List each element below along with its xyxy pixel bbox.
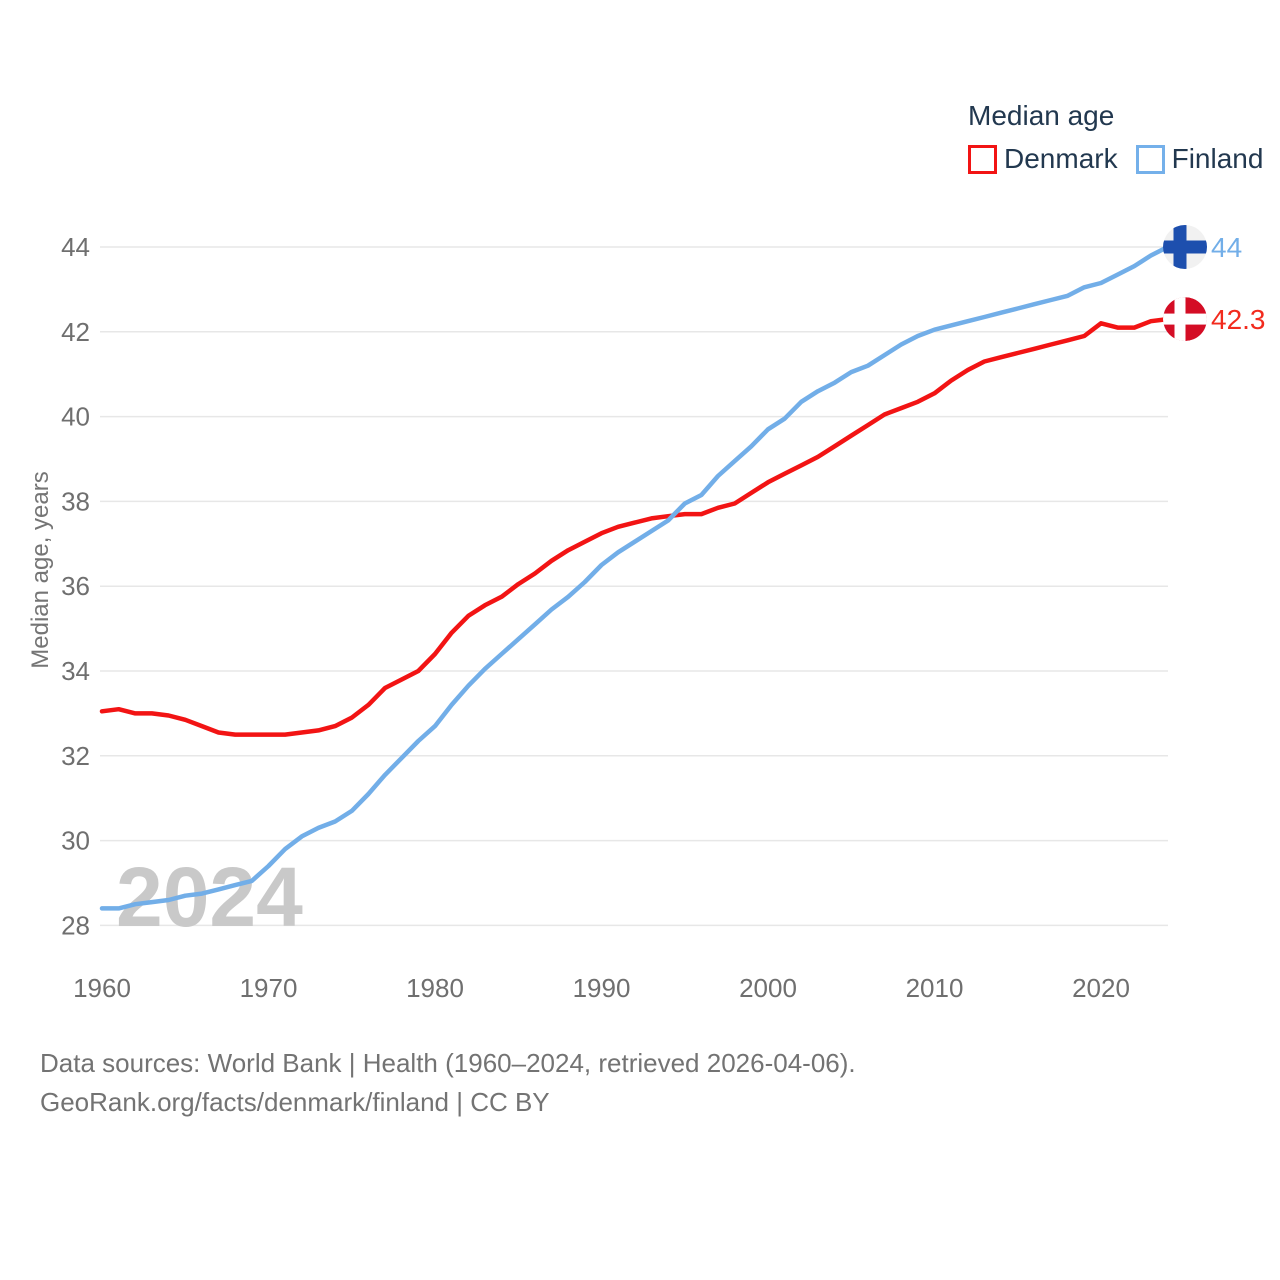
footer-sources-line: Data sources: World Bank | Health (1960–… [40,1048,856,1078]
y-tick-label-42: 42 [61,317,90,347]
legend-items: Denmark Finland [968,143,1263,175]
grid-layer: 28 30 32 34 36 38 40 42 44 1960 1970 1980 1990 2000 20… [61,232,1168,1003]
legend-item-denmark[interactable]: Denmark [968,143,1118,175]
series-layer: 42.3 44 [99,225,1266,911]
x-tick-label-2020: 2020 [1072,973,1130,1003]
y-tick-label-28: 28 [61,910,90,940]
x-tick-label-2000: 2000 [739,973,797,1003]
watermark-year: 2024 [116,850,303,944]
finland-flag-cross-v [1173,225,1187,269]
x-tick-label-2010: 2010 [906,973,964,1003]
x-tick-label-1990: 1990 [573,973,631,1003]
denmark-flag-icon [1163,297,1207,342]
x-tick-label-1960: 1960 [73,973,131,1003]
legend-label-finland: Finland [1171,143,1264,174]
y-tick-label-32: 32 [61,741,90,771]
denmark-line[interactable] [99,316,1170,737]
footer-attribution-line: GeoRank.org/facts/denmark/finland | CC B… [40,1087,550,1117]
legend: Median age Denmark Finland [968,100,1263,175]
finland-flag-icon [1163,225,1207,269]
denmark-end-value-label: 42.3 [1211,304,1266,335]
x-tick-label-1970: 1970 [240,973,298,1003]
x-tick-label-1980: 1980 [406,973,464,1003]
denmark-flag-cross-v [1174,297,1186,342]
finland-color-swatch [1135,144,1165,174]
legend-title: Median age [968,100,1115,131]
y-tick-label-40: 40 [61,402,90,432]
data-sources-footer: Data sources: World Bank | Health (1960–… [40,1044,856,1122]
denmark-color-swatch [968,144,997,174]
legend-item-finland[interactable]: Finland [1135,143,1264,175]
finland-line[interactable] [99,244,1170,911]
y-axis-title: Median age, years [27,471,54,668]
y-tick-label-30: 30 [61,826,90,856]
legend-label-denmark: Denmark [1004,143,1118,174]
y-tick-label-36: 36 [61,571,90,601]
finland-end-value-label: 44 [1211,232,1242,263]
y-tick-label-38: 38 [61,486,90,516]
y-tick-label-44: 44 [61,232,90,262]
y-tick-label-34: 34 [61,656,90,686]
